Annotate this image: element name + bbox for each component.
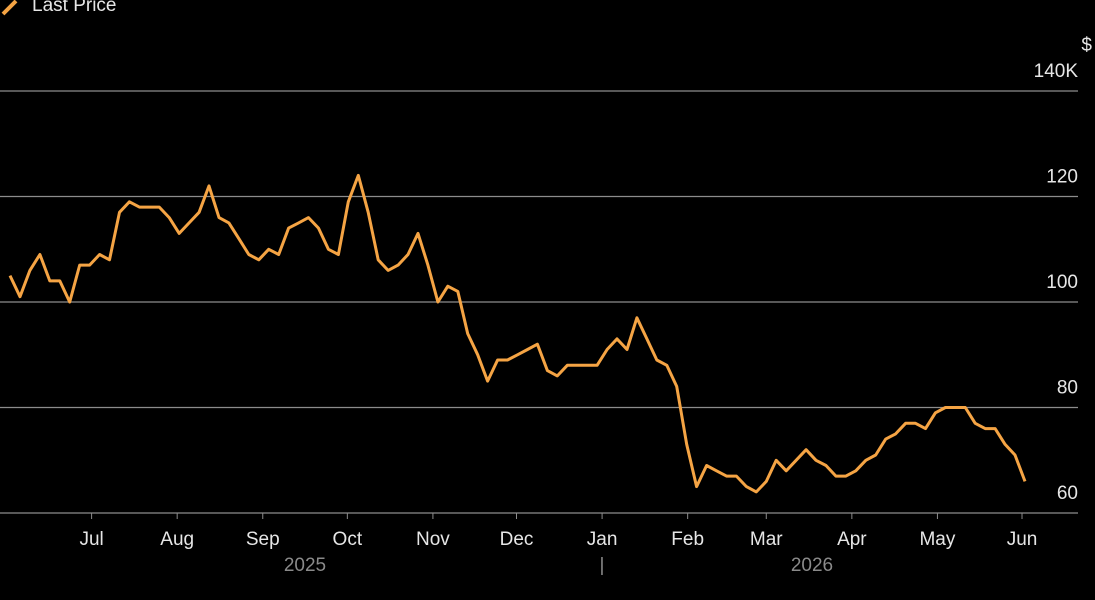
y-tick-label: 80 [1057, 378, 1078, 399]
x-tick-label: Sep [246, 529, 280, 550]
y-unit: $ [1081, 35, 1092, 56]
legend-label: Last Price [32, 0, 116, 16]
y-tick-label: 100 [1046, 272, 1078, 293]
x-tick-label: Aug [160, 529, 194, 550]
x-tick-label: Oct [333, 529, 363, 550]
y-tick-label: 60 [1057, 483, 1078, 504]
x-tick-label: Nov [416, 529, 450, 550]
price-line [8, 173, 1027, 494]
x-tick-label: Apr [837, 529, 867, 550]
year-label: 2026 [791, 555, 833, 576]
x-tick-label: May [919, 529, 955, 550]
y-tick-label: 120 [1046, 167, 1078, 188]
x-tick-label: Jun [1007, 529, 1038, 550]
x-tick-label: Dec [500, 529, 534, 550]
x-tick-label: Feb [671, 529, 704, 550]
x-tick-label: Jul [79, 529, 103, 550]
year-separator: | [600, 555, 605, 576]
x-tick-label: Jan [587, 529, 618, 550]
x-tick-label: Mar [750, 529, 783, 550]
legend-swatch [1, 0, 18, 16]
year-label: 2025 [284, 555, 326, 576]
y-tick-label: 140K [1034, 61, 1079, 82]
